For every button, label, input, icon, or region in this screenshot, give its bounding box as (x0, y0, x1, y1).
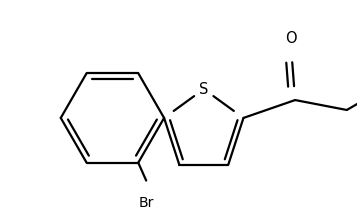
Text: Br: Br (139, 197, 154, 210)
Text: S: S (199, 82, 208, 97)
Text: O: O (285, 31, 297, 46)
